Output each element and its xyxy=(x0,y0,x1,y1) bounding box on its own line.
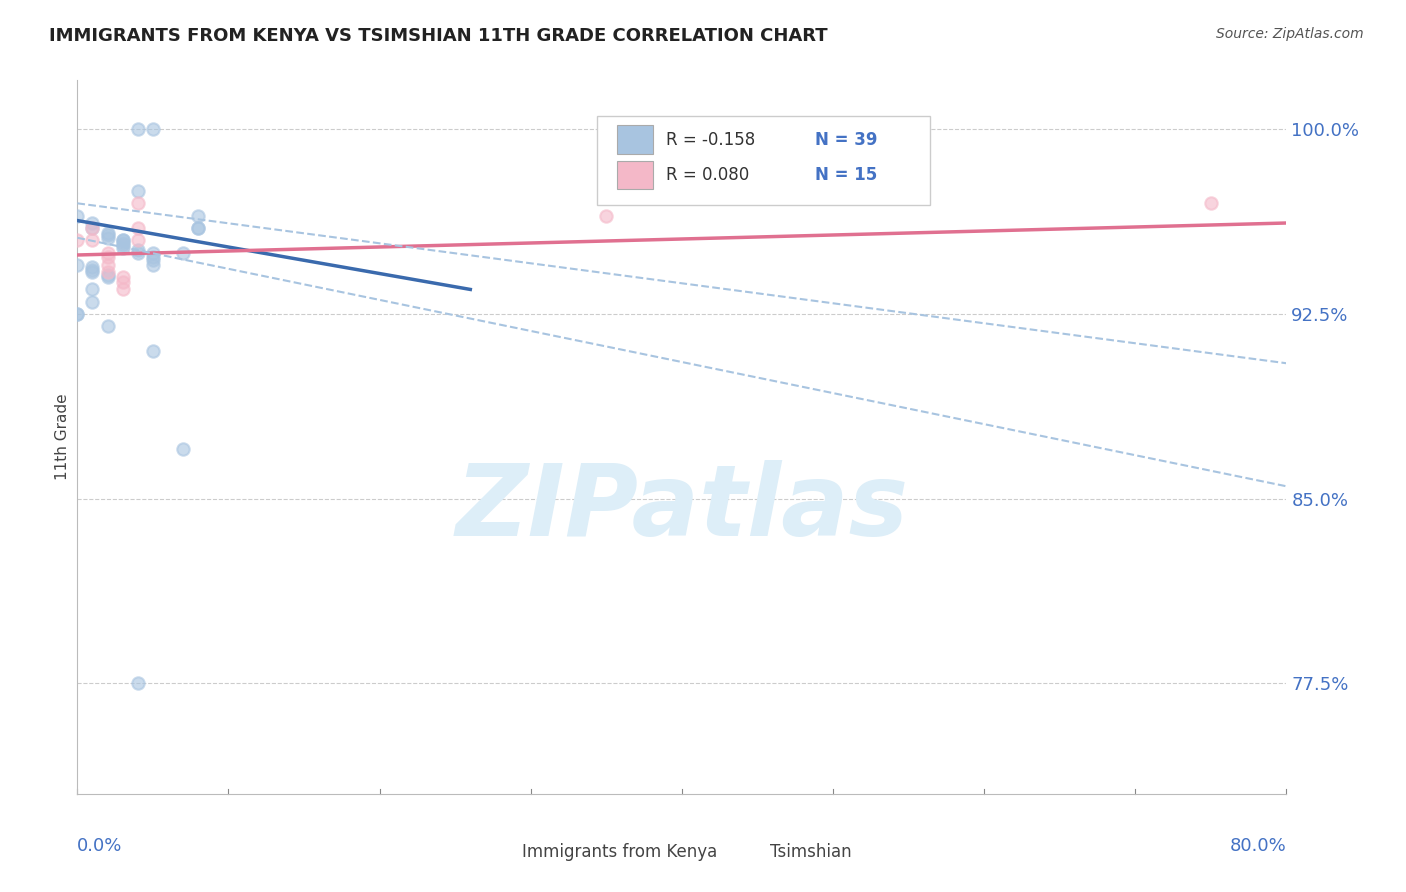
Point xyxy=(96,258,118,272)
Point xyxy=(172,442,194,457)
Point xyxy=(127,243,149,257)
Point xyxy=(82,221,104,235)
Text: N = 15: N = 15 xyxy=(815,166,877,184)
Text: R = -0.158: R = -0.158 xyxy=(666,130,755,148)
Point xyxy=(187,221,209,235)
Point xyxy=(82,260,104,275)
Point xyxy=(82,294,104,309)
Point xyxy=(142,122,165,136)
Point xyxy=(82,216,104,230)
Point xyxy=(127,196,149,211)
Point xyxy=(111,238,134,252)
Point xyxy=(66,307,89,321)
Point xyxy=(96,231,118,245)
Point xyxy=(127,221,149,235)
Point xyxy=(595,122,617,136)
Text: IMMIGRANTS FROM KENYA VS TSIMSHIAN 11TH GRADE CORRELATION CHART: IMMIGRANTS FROM KENYA VS TSIMSHIAN 11TH … xyxy=(49,27,828,45)
Point xyxy=(111,235,134,250)
Point xyxy=(127,122,149,136)
Point xyxy=(111,270,134,285)
Point xyxy=(66,233,89,247)
Point xyxy=(187,209,209,223)
Point xyxy=(82,262,104,277)
FancyBboxPatch shape xyxy=(617,161,652,189)
Text: R = 0.080: R = 0.080 xyxy=(666,166,749,184)
Point xyxy=(96,245,118,260)
FancyBboxPatch shape xyxy=(723,841,762,863)
Point xyxy=(187,221,209,235)
Point xyxy=(96,265,118,279)
Point xyxy=(111,275,134,289)
Point xyxy=(82,282,104,296)
Point xyxy=(142,258,165,272)
Point xyxy=(142,245,165,260)
Point xyxy=(66,307,89,321)
Point xyxy=(96,319,118,334)
Point xyxy=(172,245,194,260)
Point xyxy=(595,209,617,223)
Point xyxy=(96,226,118,240)
Text: 0.0%: 0.0% xyxy=(77,837,122,855)
Point xyxy=(66,209,89,223)
Point xyxy=(127,245,149,260)
Point xyxy=(111,241,134,255)
Text: Immigrants from Kenya: Immigrants from Kenya xyxy=(522,843,717,861)
Y-axis label: 11th Grade: 11th Grade xyxy=(55,393,70,481)
Point xyxy=(82,233,104,247)
Point xyxy=(111,233,134,247)
Text: Tsimshian: Tsimshian xyxy=(770,843,852,861)
FancyBboxPatch shape xyxy=(617,125,652,153)
Point xyxy=(66,258,89,272)
Point xyxy=(96,251,118,265)
Point xyxy=(142,343,165,358)
FancyBboxPatch shape xyxy=(475,841,513,863)
Point xyxy=(96,268,118,282)
FancyBboxPatch shape xyxy=(598,116,929,205)
Point xyxy=(142,252,165,267)
Text: ZIPatlas: ZIPatlas xyxy=(456,460,908,557)
Point xyxy=(96,228,118,243)
Point xyxy=(127,233,149,247)
Point xyxy=(96,270,118,285)
Point xyxy=(127,184,149,198)
Point xyxy=(142,251,165,265)
Text: 80.0%: 80.0% xyxy=(1230,837,1286,855)
Point xyxy=(111,282,134,296)
Point xyxy=(82,221,104,235)
Text: Source: ZipAtlas.com: Source: ZipAtlas.com xyxy=(1216,27,1364,41)
Point xyxy=(82,265,104,279)
Point xyxy=(111,233,134,247)
Text: N = 39: N = 39 xyxy=(815,130,877,148)
Point xyxy=(127,676,149,690)
Point xyxy=(1199,196,1222,211)
